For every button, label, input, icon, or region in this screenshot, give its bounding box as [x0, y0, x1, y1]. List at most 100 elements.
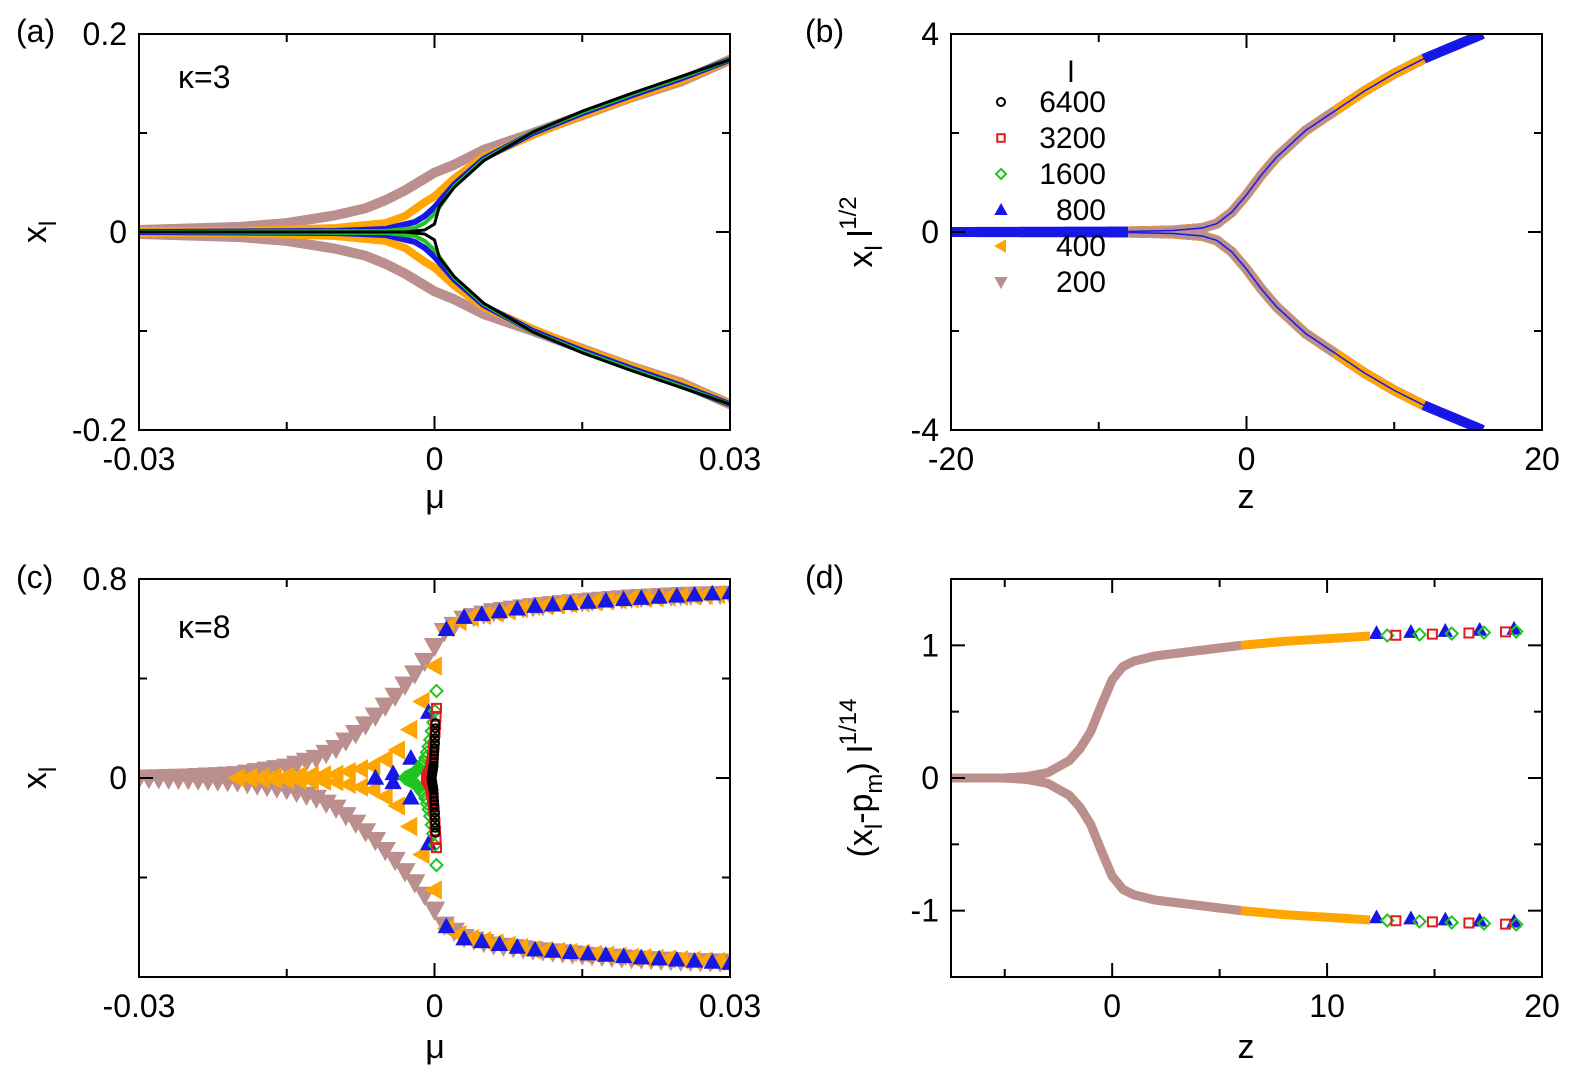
data-point-200 — [364, 707, 387, 727]
y-tick-label: 0 — [921, 214, 939, 250]
panel-d-xlabel: z — [1238, 1028, 1255, 1066]
panel-d-ylabel-sub2: m — [861, 774, 888, 794]
data-point-200 — [404, 665, 426, 685]
data-point-6400 — [430, 822, 441, 833]
data-point-6400 — [428, 788, 439, 799]
data-point-800 — [614, 590, 633, 607]
x-tick-label: 0.03 — [699, 988, 761, 1024]
data-point-400 — [375, 786, 393, 807]
data-point-400 — [399, 816, 418, 837]
y-tick-label: 4 — [921, 16, 939, 52]
data-point-400 — [338, 761, 356, 782]
y-tick-label: -4 — [911, 412, 939, 448]
legend-marker-800 — [994, 202, 1008, 215]
data-point-1600 — [1476, 625, 1492, 640]
panel-a-annotation: κ=3 — [178, 59, 230, 95]
data-point-1600 — [429, 683, 444, 699]
series-line-800-lower — [139, 229, 730, 408]
series-line-200-upper — [951, 640, 1242, 783]
panel-c-tag: (c) — [16, 559, 53, 595]
legend-label-1600: 1600 — [1039, 158, 1106, 191]
data-point-1600 — [427, 703, 443, 719]
data-point-3200 — [1390, 915, 1402, 927]
data-point-400 — [412, 844, 430, 865]
y-tick-label: 0 — [921, 760, 939, 796]
data-point-200 — [345, 725, 367, 745]
legend-title: l — [1068, 56, 1075, 89]
data-point-800 — [526, 597, 544, 613]
x-tick-label: 20 — [1524, 441, 1560, 477]
data-point-200 — [374, 697, 396, 717]
panel-c-xlabel: μ — [425, 1028, 445, 1066]
data-point-800 — [703, 584, 721, 601]
data-point-3200 — [1426, 916, 1438, 928]
data-point-6400 — [429, 738, 440, 749]
data-point-800 — [632, 589, 651, 605]
data-point-6400 — [428, 753, 439, 764]
data-point-400 — [424, 656, 442, 676]
data-point-1600 — [1412, 914, 1427, 929]
panel-c: (c) -0.03 0 0.03 0 0.8 κ=8 μ xl — [16, 559, 761, 1066]
series-line-800-thin — [1128, 231, 1484, 430]
panel-a: (a) -0.03 0 0.03 -0.2 0 0.2 κ=3 μ xl — [16, 13, 761, 516]
data-point-800 — [544, 942, 562, 958]
data-point-400 — [412, 691, 430, 712]
data-point-800 — [490, 935, 509, 951]
data-point-800 — [561, 594, 580, 611]
panel-c-plot — [139, 583, 730, 974]
panel-a-ylabel: xl — [16, 221, 62, 243]
data-point-400 — [387, 796, 405, 816]
data-point-800 — [508, 938, 526, 954]
data-point-6400 — [429, 802, 440, 813]
data-point-800 — [473, 605, 491, 622]
legend-marker-1600 — [994, 167, 1008, 181]
data-point-400 — [338, 774, 356, 795]
panel-d: (d) 0 10 20 -1 0 1 z (xl-pm) l1/14 — [805, 559, 1560, 1066]
data-point-1600 — [1508, 624, 1524, 639]
series-line-800-thin — [1128, 34, 1484, 233]
panel-c-ylabel: xl — [16, 767, 62, 789]
y-tick-label: 0 — [109, 760, 127, 796]
panel-c-ylabel-sub: l — [35, 767, 62, 772]
data-point-800 — [366, 768, 385, 785]
data-point-6400 — [430, 723, 441, 734]
data-point-200 — [315, 744, 337, 765]
data-point-200 — [394, 863, 416, 883]
data-point-800 — [650, 949, 668, 966]
data-point-6400 — [428, 760, 439, 771]
data-point-1600 — [1444, 915, 1460, 930]
data-point-800 — [526, 940, 544, 957]
legend-label-6400: 6400 — [1039, 86, 1106, 119]
data-point-3200 — [1463, 627, 1475, 639]
panel-a-ylabel-sub: l — [35, 221, 62, 226]
x-tick-label: 0.03 — [699, 441, 761, 477]
panel-d-ylabel: (xl-pm) l1/14 — [835, 699, 888, 858]
data-point-200 — [413, 652, 436, 673]
panel-b-ylabel-main: x — [842, 251, 880, 268]
data-point-3200 — [1426, 628, 1438, 640]
panel-a-plot — [139, 54, 730, 410]
data-point-3200 — [1499, 918, 1511, 930]
data-point-200 — [374, 841, 396, 862]
x-tick-label: 20 — [1524, 988, 1560, 1024]
series-line-200-upper — [1127, 106, 1338, 237]
data-point-800 — [490, 602, 509, 619]
data-point-400 — [399, 719, 418, 740]
panel-a-xlabel: μ — [425, 478, 445, 516]
svg-text:xl: xl — [16, 221, 62, 243]
data-point-6400 — [430, 728, 441, 739]
data-point-800 — [650, 588, 668, 604]
panel-d-ylabel-sub: l — [861, 824, 888, 829]
data-point-1600 — [429, 857, 444, 873]
data-point-3200 — [430, 702, 442, 714]
data-point-800 — [508, 599, 526, 616]
data-point-800 — [1368, 625, 1385, 639]
data-point-400 — [325, 772, 344, 792]
panel-b-xlabel: z — [1238, 478, 1255, 516]
legend-label-800: 800 — [1056, 194, 1106, 227]
panel-d-ylabel-sup: 1/14 — [835, 699, 862, 746]
data-point-200 — [364, 831, 387, 852]
panel-d-ylabel-rest: ) l — [842, 745, 880, 773]
